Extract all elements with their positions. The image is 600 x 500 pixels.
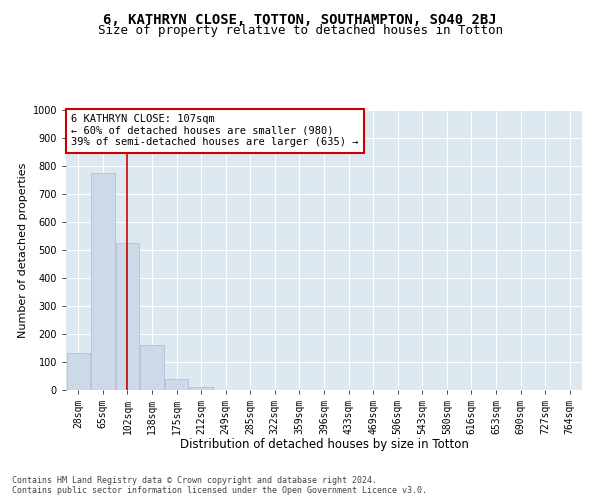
- Bar: [116, 243, 139, 390]
- Bar: [165, 379, 188, 390]
- Text: 6 KATHRYN CLOSE: 107sqm
← 60% of detached houses are smaller (980)
39% of semi-d: 6 KATHRYN CLOSE: 107sqm ← 60% of detache…: [71, 114, 359, 148]
- Text: 6, KATHRYN CLOSE, TOTTON, SOUTHAMPTON, SO40 2BJ: 6, KATHRYN CLOSE, TOTTON, SOUTHAMPTON, S…: [103, 12, 497, 26]
- Text: Size of property relative to detached houses in Totton: Size of property relative to detached ho…: [97, 24, 503, 37]
- X-axis label: Distribution of detached houses by size in Totton: Distribution of detached houses by size …: [179, 438, 469, 452]
- Y-axis label: Number of detached properties: Number of detached properties: [19, 162, 28, 338]
- Bar: [67, 353, 90, 390]
- Bar: [190, 386, 213, 390]
- Text: Contains HM Land Registry data © Crown copyright and database right 2024.
Contai: Contains HM Land Registry data © Crown c…: [12, 476, 427, 495]
- Bar: [91, 173, 115, 390]
- Bar: [140, 345, 164, 390]
